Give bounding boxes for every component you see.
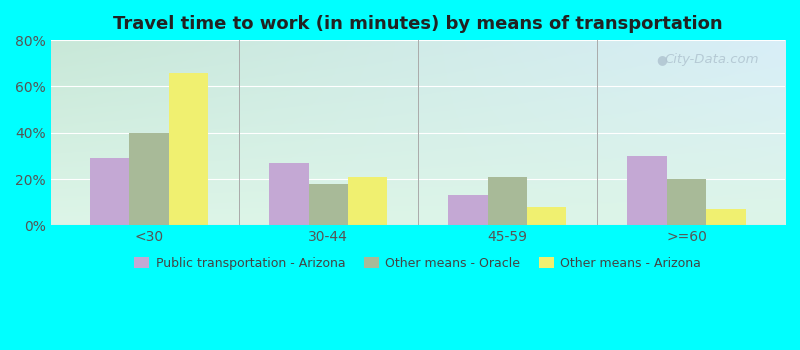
Bar: [90, 158, 130, 225]
Bar: [269, 163, 309, 225]
Bar: [488, 177, 527, 225]
Title: Travel time to work (in minutes) by means of transportation: Travel time to work (in minutes) by mean…: [113, 15, 722, 33]
Legend: Public transportation - Arizona, Other means - Oracle, Other means - Arizona: Public transportation - Arizona, Other m…: [130, 252, 706, 275]
Bar: [348, 177, 387, 225]
Text: City-Data.com: City-Data.com: [665, 53, 759, 66]
Bar: [130, 133, 169, 225]
Bar: [169, 72, 208, 225]
Bar: [706, 209, 746, 225]
Bar: [448, 195, 488, 225]
Bar: [527, 207, 566, 225]
Bar: [309, 184, 348, 225]
Bar: [666, 179, 706, 225]
Bar: [627, 156, 666, 225]
Text: ●: ●: [657, 53, 667, 66]
